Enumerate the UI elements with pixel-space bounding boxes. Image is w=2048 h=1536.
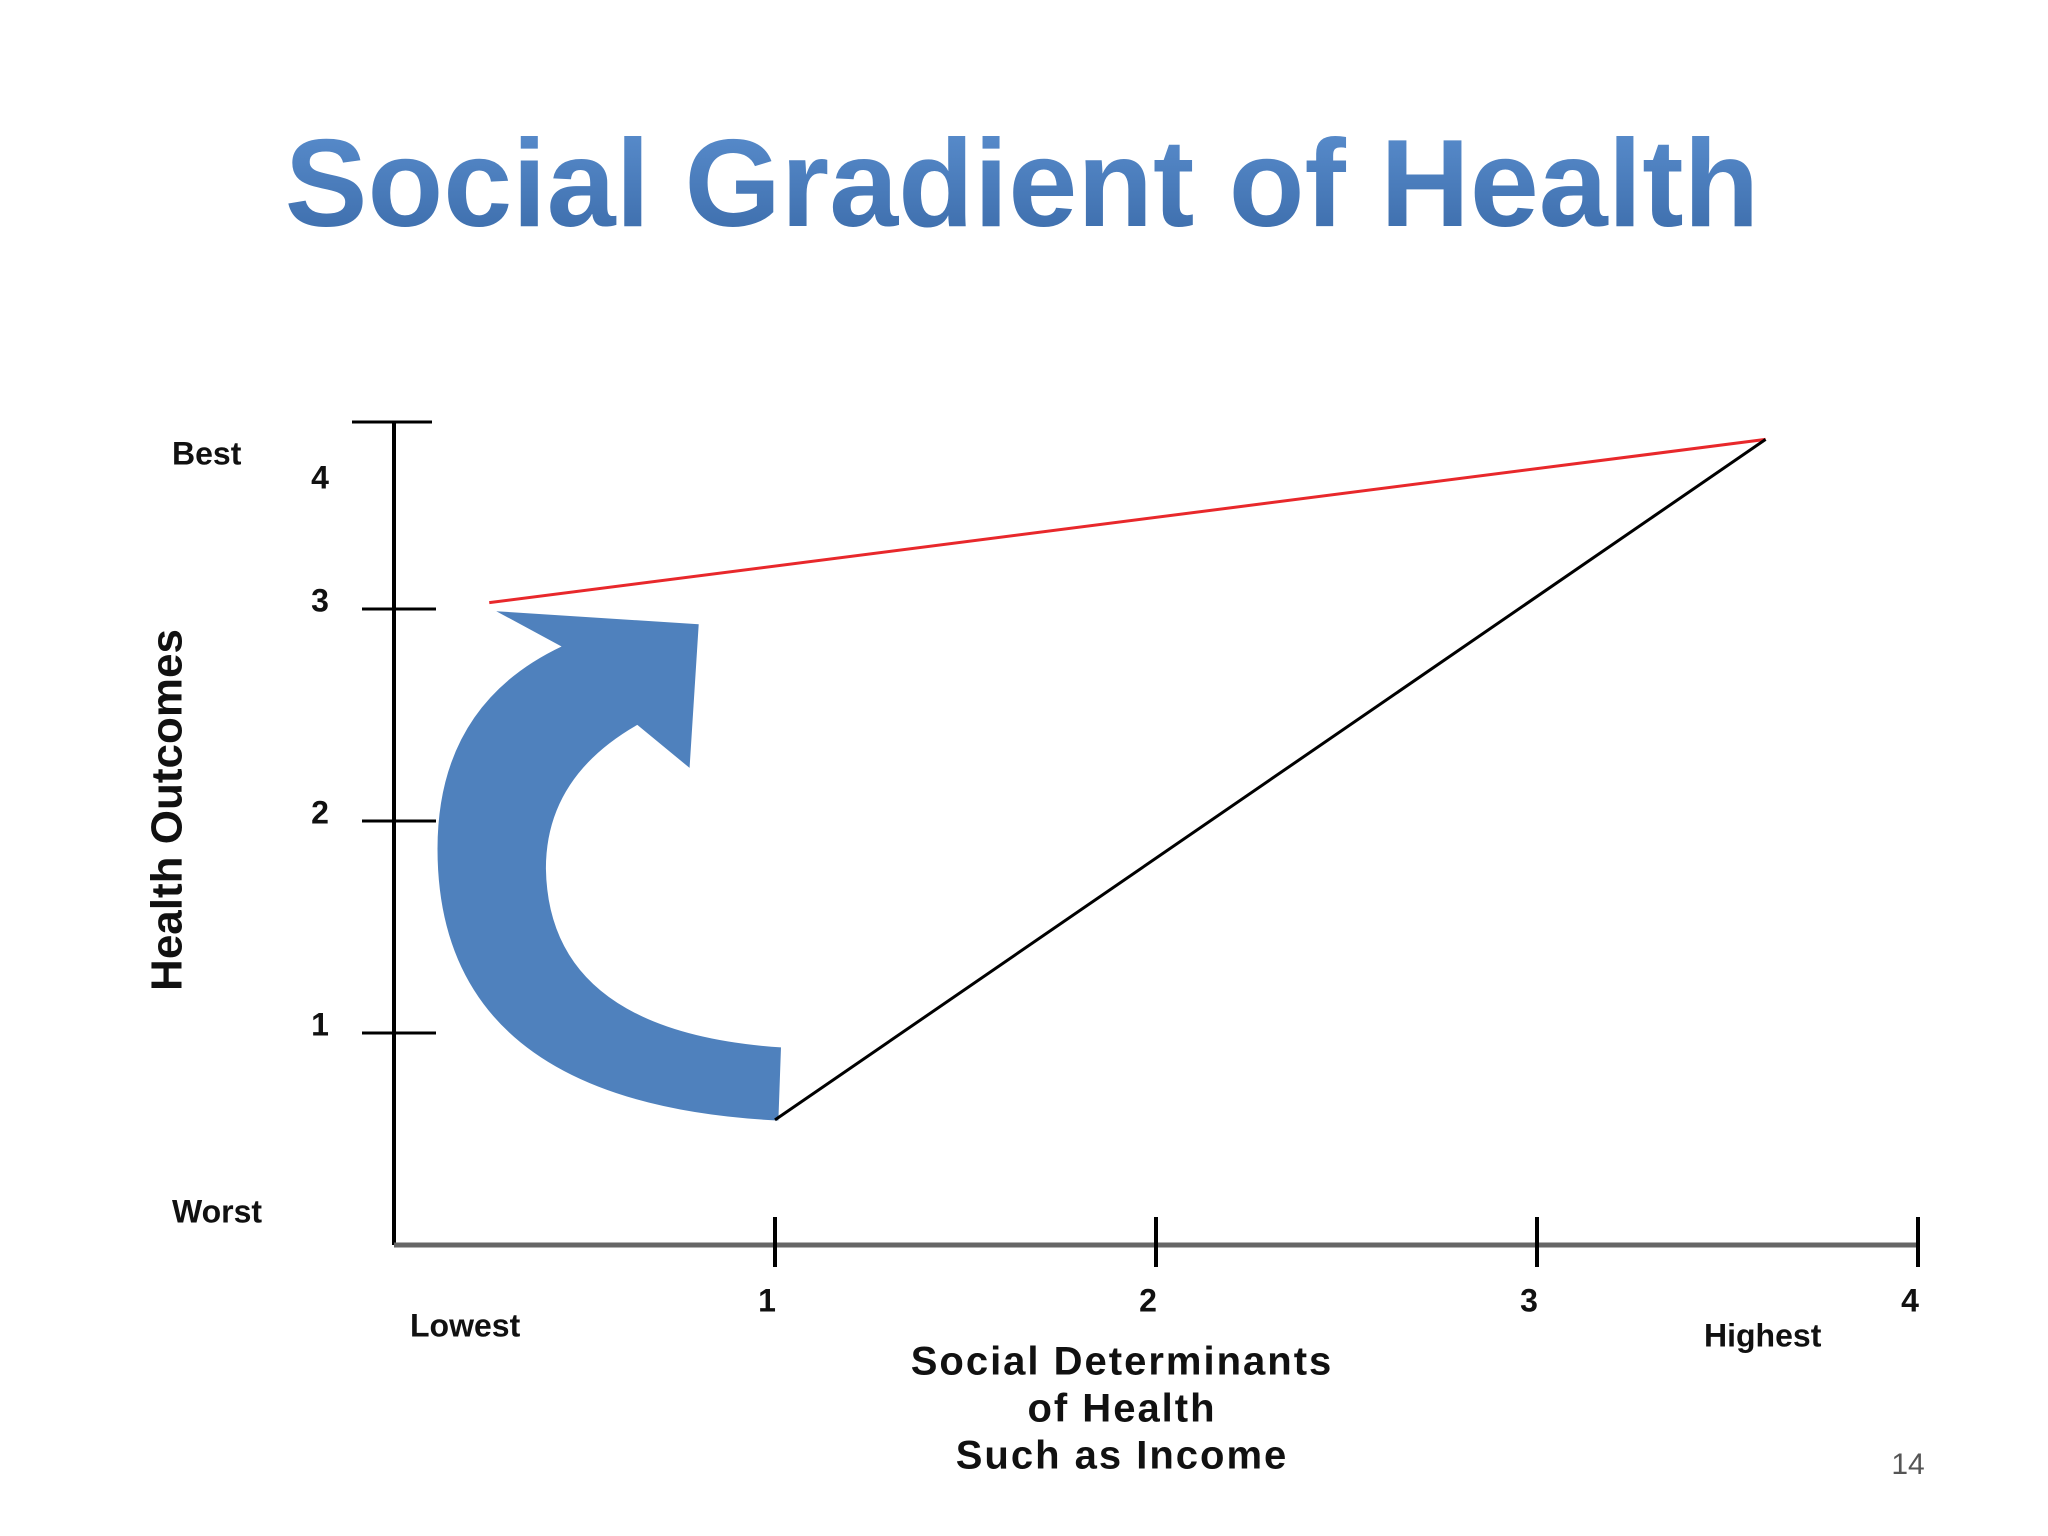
annotation-highest: Highest bbox=[1704, 1317, 1822, 1353]
annotation-lowest: Lowest bbox=[410, 1307, 521, 1343]
slide-number: 14 bbox=[1891, 1448, 1924, 1481]
annotation-best: Best bbox=[172, 435, 242, 471]
x-tick-label: 1 bbox=[758, 1282, 776, 1318]
series-line bbox=[489, 437, 1766, 605]
y-tick-label: 2 bbox=[311, 794, 329, 830]
annotation-worst: Worst bbox=[172, 1193, 262, 1229]
x-axis-label: of Health bbox=[1027, 1387, 1216, 1431]
x-tick-label: 2 bbox=[1139, 1282, 1157, 1318]
arrow bbox=[437, 611, 781, 1121]
y-axis-label: Health Outcomes bbox=[143, 629, 192, 991]
series-line bbox=[774, 438, 1767, 1122]
x-tick-label: 3 bbox=[1520, 1282, 1538, 1318]
y-tick-label: 4 bbox=[311, 459, 329, 495]
x-axis-label: Social Determinants bbox=[911, 1340, 1334, 1384]
curved-arrow bbox=[437, 611, 781, 1121]
y-tick-label: 1 bbox=[311, 1006, 329, 1042]
slide-title: Social Gradient of Health bbox=[285, 115, 1760, 253]
x-tick-label: 4 bbox=[1901, 1282, 1919, 1318]
x-axis-label: Such as Income bbox=[956, 1434, 1289, 1478]
y-tick-label: 3 bbox=[311, 582, 329, 618]
